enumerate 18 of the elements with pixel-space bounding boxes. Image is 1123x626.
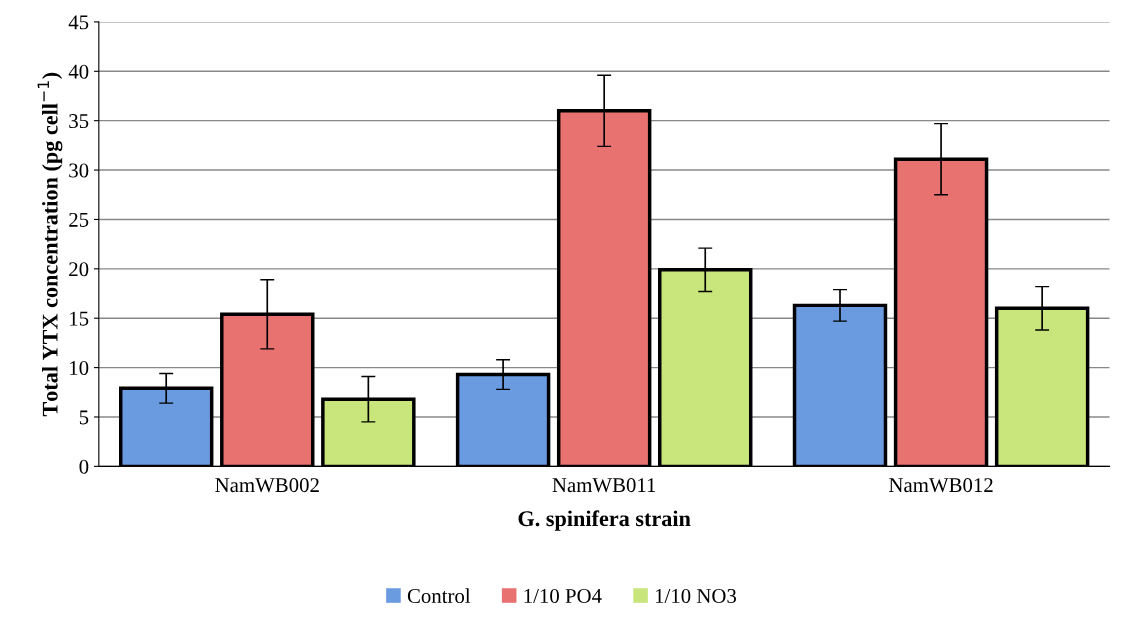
legend-label: 1/10 NO3	[655, 588, 737, 604]
y-tick-label: 0	[79, 459, 89, 474]
y-tick-label: 15	[70, 311, 89, 326]
y-axis-title: Total YTX concentration (pg cell$^{−1}$)	[37, 72, 63, 417]
y-tick-label: 35	[69, 114, 89, 129]
legend-label: 1/10 PO4	[524, 588, 602, 604]
y-tick-label: 5	[79, 410, 89, 425]
x-tick-label: NamWB011	[552, 478, 656, 493]
y-tick-label: 20	[69, 262, 89, 277]
y-tick-label: 10	[70, 360, 89, 376]
y-tick-label: 30	[69, 163, 89, 178]
x-axis-title: G. spinifera strain	[518, 510, 691, 531]
legend-label: Control	[407, 588, 471, 604]
y-tick-label: 40	[68, 64, 89, 79]
x-tick-label: NamWB002	[215, 478, 319, 493]
x-tick-label: NamWB012	[889, 478, 993, 493]
y-tick-label: 25	[69, 212, 89, 227]
y-tick-label: 45	[68, 15, 89, 30]
